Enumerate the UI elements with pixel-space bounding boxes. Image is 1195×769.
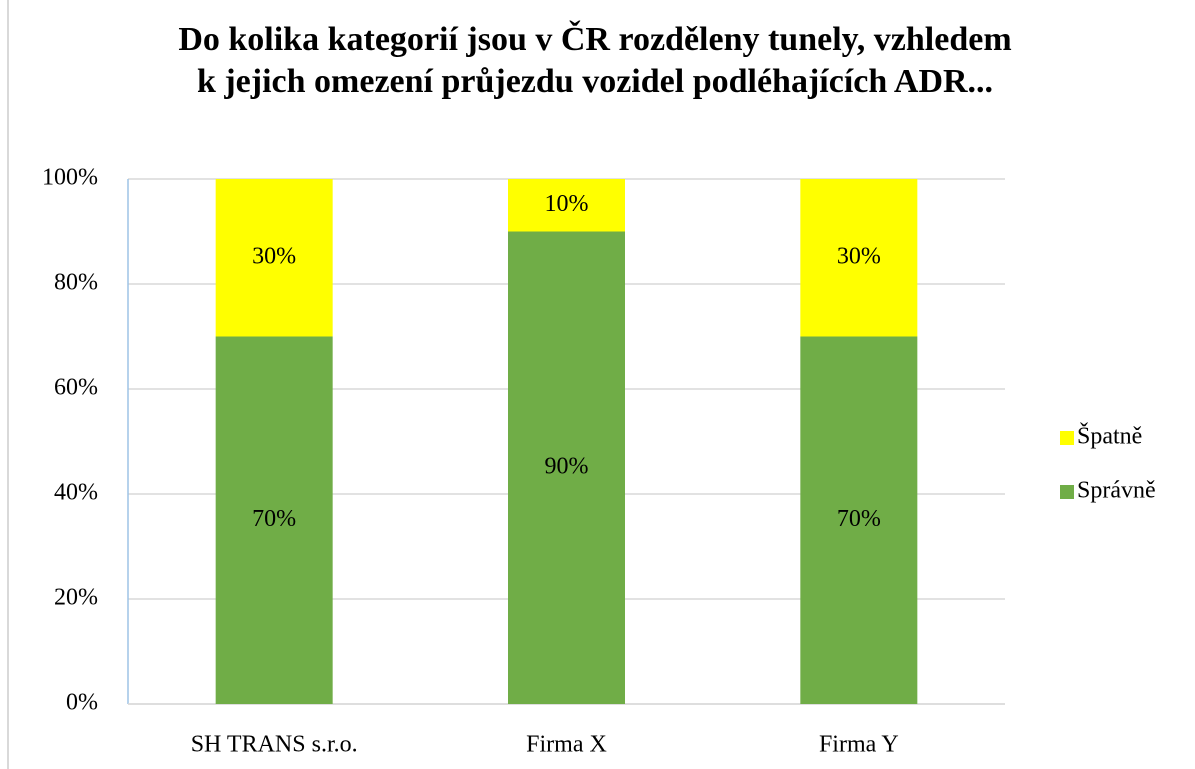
- x-tick-label: Firma X: [526, 732, 607, 758]
- data-label: 70%: [252, 506, 296, 532]
- data-label: 90%: [545, 453, 589, 479]
- bar-segment: [508, 179, 625, 232]
- x-tick-label: Firma Y: [819, 732, 899, 758]
- data-label: 30%: [252, 243, 296, 269]
- data-label: 30%: [837, 243, 881, 269]
- y-tick-label: 80%: [54, 270, 98, 296]
- bar-segment: [215, 336, 333, 704]
- legend-swatch: [1060, 431, 1074, 445]
- bar-segment: [508, 231, 625, 704]
- bar-segment: [215, 179, 333, 337]
- y-tick-label: 20%: [54, 585, 98, 611]
- y-tick-label: 0%: [66, 690, 98, 716]
- data-label: 70%: [837, 506, 881, 532]
- y-tick-label: 60%: [54, 375, 98, 401]
- bar-segment: [800, 336, 918, 704]
- data-label: 10%: [545, 191, 589, 217]
- chart-title: Do kolika kategorií jsou v ČR rozděleny …: [178, 20, 1011, 58]
- legend-label: Správně: [1077, 478, 1156, 504]
- y-tick-label: 100%: [42, 165, 98, 191]
- chart-title: k jejich omezení průjezdu vozidel podléh…: [197, 63, 993, 100]
- legend-swatch: [1060, 485, 1074, 499]
- y-tick-label: 40%: [54, 480, 98, 506]
- bar-segment: [800, 179, 918, 337]
- x-tick-label: SH TRANS s.r.o.: [191, 732, 358, 758]
- legend-label: Špatně: [1077, 423, 1142, 450]
